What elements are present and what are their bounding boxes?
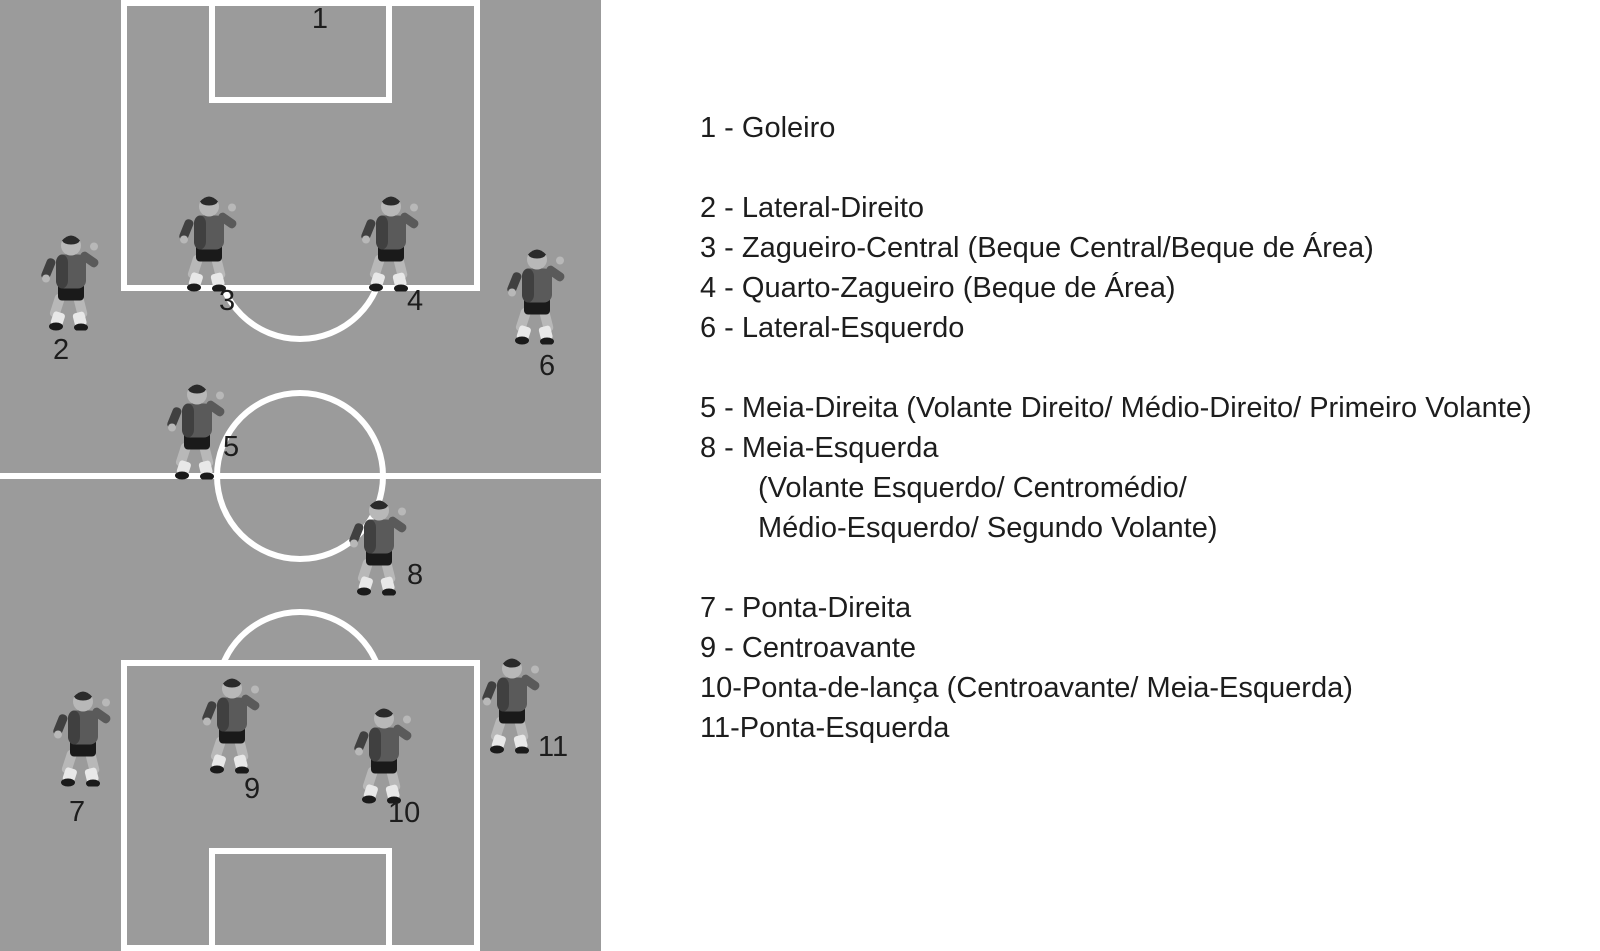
legend-line: 6 - Lateral-Esquerdo xyxy=(700,308,1532,348)
player-7 xyxy=(50,689,112,792)
player-icon xyxy=(176,194,238,292)
player-3 xyxy=(176,194,238,297)
legend-line: (Volante Esquerdo/ Centromédio/ xyxy=(700,468,1532,508)
player-label-3: 3 xyxy=(219,287,235,316)
player-icon xyxy=(479,656,541,754)
legend-group-0: 1 - Goleiro xyxy=(700,108,1532,148)
pitch xyxy=(0,0,601,951)
player-label-7: 7 xyxy=(69,798,85,827)
player-label-8: 8 xyxy=(407,561,423,590)
player-4 xyxy=(358,194,420,297)
player-label-10: 10 xyxy=(388,799,420,828)
player-icon xyxy=(50,689,112,787)
player-icon xyxy=(504,247,566,345)
player-label-2: 2 xyxy=(53,336,69,365)
legend-line: 1 - Goleiro xyxy=(700,108,1532,148)
player-label-9: 9 xyxy=(244,775,260,804)
player-8 xyxy=(346,498,408,601)
player-10 xyxy=(351,706,413,809)
legend-line: Médio-Esquerdo/ Segundo Volante) xyxy=(700,508,1532,548)
player-9 xyxy=(199,676,261,779)
legend-line: 4 - Quarto-Zagueiro (Beque de Área) xyxy=(700,268,1532,308)
legend-line: 7 - Ponta-Direita xyxy=(700,588,1532,628)
player-5 xyxy=(164,382,226,485)
legend-line: 10-Ponta-de-lança (Centroavante/ Meia-Es… xyxy=(700,668,1532,708)
player-icon xyxy=(199,676,261,774)
legend-line: 3 - Zagueiro-Central (Beque Central/Bequ… xyxy=(700,228,1532,268)
player-label-6: 6 xyxy=(539,352,555,381)
player-label-11: 11 xyxy=(538,733,568,762)
player-6 xyxy=(504,247,566,350)
legend-line: 8 - Meia-Esquerda xyxy=(700,428,1532,468)
player-icon xyxy=(358,194,420,292)
legend-group-1: 2 - Lateral-Direito3 - Zagueiro-Central … xyxy=(700,188,1532,348)
goalkeeper-number-label: 1 xyxy=(312,5,328,34)
legend-group-3: 7 - Ponta-Direita9 - Centroavante10-Pont… xyxy=(700,588,1532,748)
player-11 xyxy=(479,656,541,759)
player-icon xyxy=(164,382,226,480)
player-icon xyxy=(346,498,408,596)
formation-diagram: 1 2 3 4 6 5 8 7 9 10 11 1 - Goleiro 2 - Lateral-Di… xyxy=(0,0,1600,951)
legend-line: 2 - Lateral-Direito xyxy=(700,188,1532,228)
player-2 xyxy=(38,233,100,336)
legend-line: 9 - Centroavante xyxy=(700,628,1532,668)
legend-line: 11-Ponta-Esquerda xyxy=(700,708,1532,748)
positions-legend: 1 - Goleiro 2 - Lateral-Direito3 - Zaguei… xyxy=(700,108,1532,788)
player-label-4: 4 xyxy=(407,287,423,316)
player-icon xyxy=(38,233,100,331)
legend-line: 5 - Meia-Direita (Volante Direito/ Médio… xyxy=(700,388,1532,428)
player-label-5: 5 xyxy=(223,433,239,462)
legend-group-2: 5 - Meia-Direita (Volante Direito/ Médio… xyxy=(700,388,1532,548)
player-icon xyxy=(351,706,413,804)
